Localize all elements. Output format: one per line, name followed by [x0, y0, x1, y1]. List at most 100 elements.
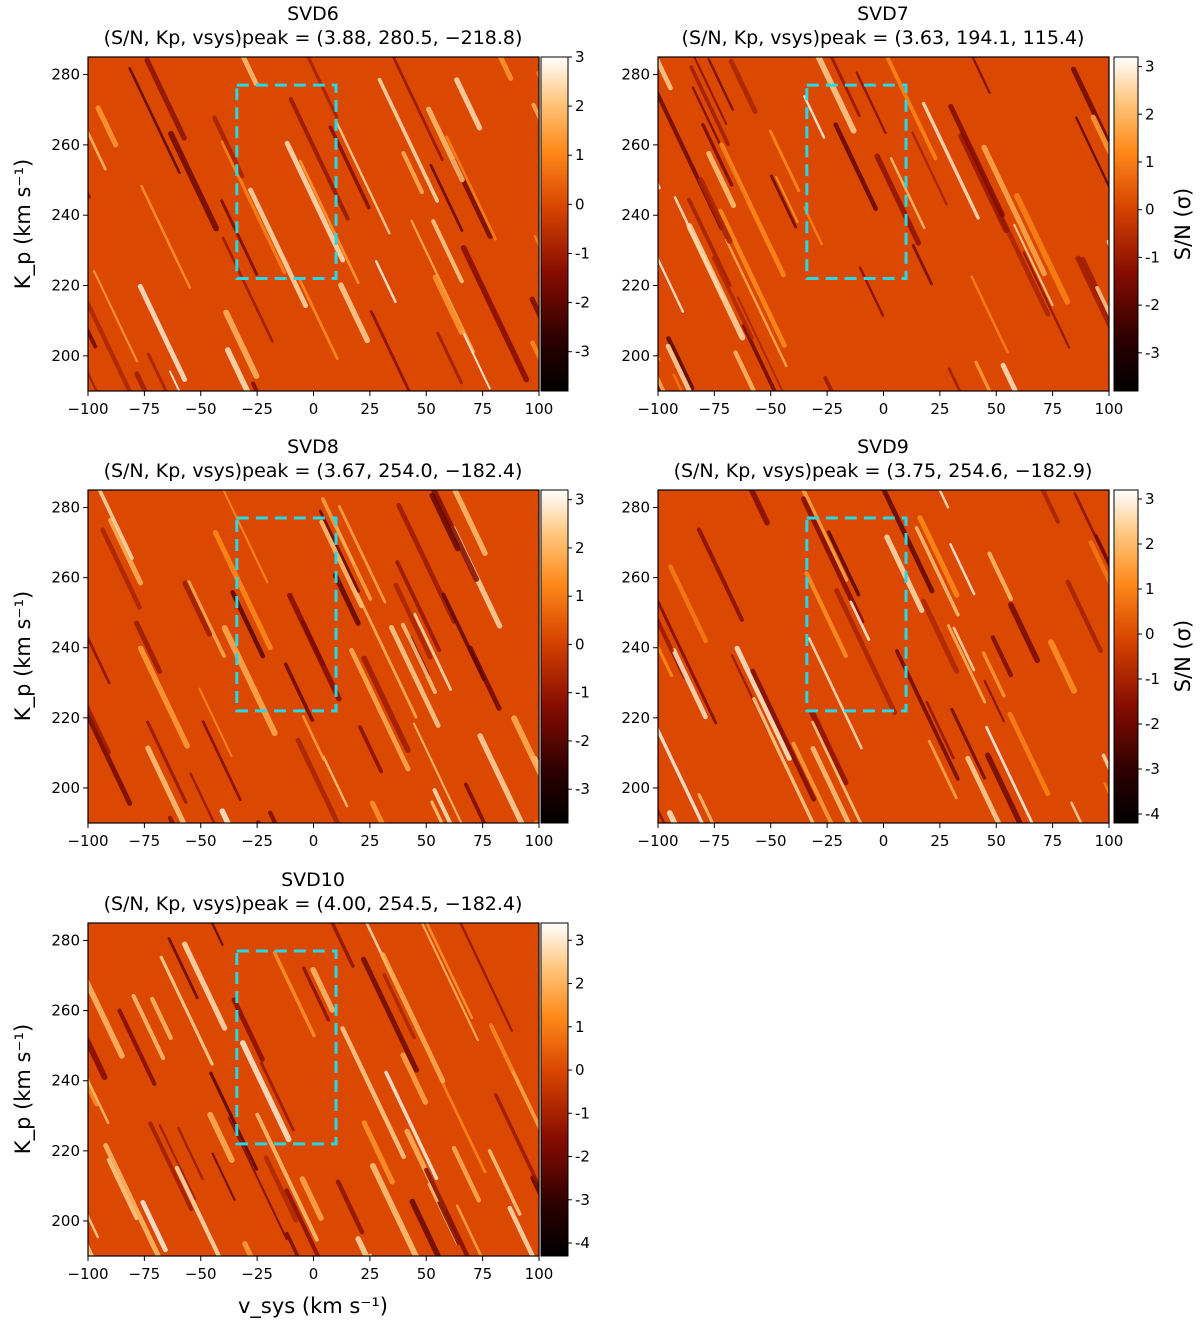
heatmap-stripe — [9, 341, 53, 434]
colorbar — [540, 56, 569, 392]
heatmap-stripe — [322, 755, 349, 808]
heatmap-stripe — [594, 477, 622, 535]
heatmap-stripe — [0, 827, 41, 942]
heatmap-stripe — [140, 1199, 168, 1253]
heatmap-stripe — [128, 66, 181, 174]
x-tick-label: 100 — [1095, 400, 1124, 418]
heatmap-stripe — [459, 923, 514, 1032]
panel-svd9: SVD9 (S/N, Kp, vsys)peak = (3.75, 254.6,… — [621, 436, 1195, 916]
heatmap-stripe — [168, 370, 181, 391]
colorbar-ticks: -3 -2 -1 0 1 2 3 — [1138, 58, 1160, 362]
colorbar — [1113, 56, 1139, 392]
heatmap-stripe — [911, 244, 934, 286]
heatmap-stripe — [3, 819, 45, 908]
heatmap-stripe — [369, 310, 411, 391]
heatmap-stripe — [1008, 602, 1041, 664]
y-tick-label: 240 — [621, 639, 650, 657]
heatmap-stripe — [587, 1182, 617, 1245]
heatmap-stripe — [849, 600, 871, 642]
heatmap-stripe — [337, 505, 387, 604]
heatmap-stripe — [361, 655, 411, 753]
heatmap-stripe — [319, 519, 364, 609]
panel-peak-subtitle: (S/N, Kp, vsys)peak = (3.67, 254.0, −182… — [104, 460, 523, 482]
search-region-box — [805, 516, 908, 713]
heatmap-stripe — [990, 635, 1013, 678]
colorbar-ticks: -3 -2 -1 0 1 2 3 — [568, 491, 590, 798]
axis-ticks: −100 −75 −50 −25 0 25 50 75 100 200 220 240 260 280 — [51, 499, 553, 850]
heatmap-stripe — [584, 172, 635, 280]
x-tick-label: −25 — [241, 1265, 273, 1283]
heatmap-stripe — [833, 122, 879, 212]
heatmap-stripe — [946, 624, 987, 704]
heatmap-stripe — [223, 309, 260, 379]
colorbar-tick-label: 2 — [1145, 535, 1155, 553]
heatmap-stripe — [1070, 66, 1109, 150]
heatmap-stripe — [724, 238, 788, 368]
heatmap-stripe — [302, 966, 331, 1022]
search-region-box — [805, 83, 908, 280]
panel-peak-subtitle: (S/N, Kp, vsys)peak = (3.75, 254.6, −182… — [674, 460, 1093, 482]
colorbar-tick-label: 3 — [575, 491, 585, 509]
panel-peak-subtitle: (S/N, Kp, vsys)peak = (3.88, 280.5, −218… — [104, 27, 523, 49]
heatmap-stripe — [108, 517, 144, 586]
heatmap-stripe — [983, 679, 1005, 723]
x-tick-label: 75 — [1043, 400, 1062, 418]
heatmap-background — [658, 57, 1109, 391]
colorbar-tick-label: 0 — [575, 195, 585, 213]
heatmap-stripe — [298, 159, 360, 285]
heatmap-stripe — [432, 788, 453, 823]
x-tick-label: −25 — [241, 400, 273, 418]
heatmap-stripe — [1153, 512, 1184, 578]
x-tick-label: 0 — [879, 832, 889, 850]
heatmap-stripe — [1160, 723, 1194, 793]
y-axis-label: K_p (km s⁻¹) — [11, 1024, 36, 1154]
heatmap-stripe — [689, 65, 730, 147]
heatmap-stripe — [145, 745, 187, 823]
search-region-box — [235, 83, 338, 280]
colorbar-tick-label: 3 — [1145, 58, 1155, 76]
y-tick-label: 260 — [51, 136, 80, 154]
colorbar-tick-label: -4 — [1145, 805, 1160, 823]
heatmap-stripe — [775, 175, 799, 223]
x-tick-label: 75 — [473, 400, 492, 418]
heatmap-stripe — [748, 490, 770, 526]
x-tick-label: −75 — [699, 400, 731, 418]
colorbar-tick-label: -3 — [1145, 344, 1160, 362]
heatmap-stripe — [733, 350, 757, 391]
heatmap-stripe — [855, 832, 895, 916]
heatmap-stripe — [144, 57, 187, 141]
heatmap-stripe — [334, 119, 391, 235]
heatmap-stripe — [239, 1040, 292, 1143]
heatmap-stripe — [981, 144, 1047, 277]
colorbar-tick-label: 1 — [1145, 580, 1155, 598]
heatmap-stripe — [583, 805, 637, 918]
heatmap-stripe — [0, 278, 20, 411]
heatmap-stripe — [809, 709, 849, 786]
heatmap-stripe — [131, 993, 166, 1061]
heatmap-stripe — [395, 560, 442, 653]
heatmap-stripe — [451, 490, 488, 557]
x-tick-label: −75 — [129, 832, 161, 850]
heatmap-stripe — [454, 77, 483, 131]
heatmap-stripe — [697, 793, 715, 823]
colorbar-tick-label: 0 — [575, 635, 585, 653]
heatmap-stripe — [588, 1202, 635, 1301]
heatmap-stripe — [358, 725, 384, 774]
colorbar-tick-label: 1 — [575, 1018, 585, 1036]
heatmap-stripe — [207, 1111, 235, 1163]
heatmap-stripe — [430, 490, 480, 582]
heatmap-stripe — [272, 950, 316, 1038]
y-tick-label: 280 — [51, 66, 80, 84]
heatmap-stripe — [666, 810, 678, 823]
x-tick-label: −50 — [185, 400, 217, 418]
y-tick-label: 220 — [51, 277, 80, 295]
heatmap-stripe — [965, 755, 1002, 823]
heatmap-stripe — [460, 245, 530, 383]
colorbar-tick-label: -3 — [575, 780, 590, 798]
axis-ticks: −100 −75 −50 −25 0 25 50 75 100 200 220 240 260 280 — [51, 66, 553, 418]
heatmap-stripe — [301, 715, 326, 761]
heatmap-stripe — [353, 587, 418, 719]
heatmap-stripe — [658, 181, 661, 190]
x-tick-label: 75 — [1043, 832, 1062, 850]
colorbar-tick-label: -2 — [575, 294, 590, 312]
